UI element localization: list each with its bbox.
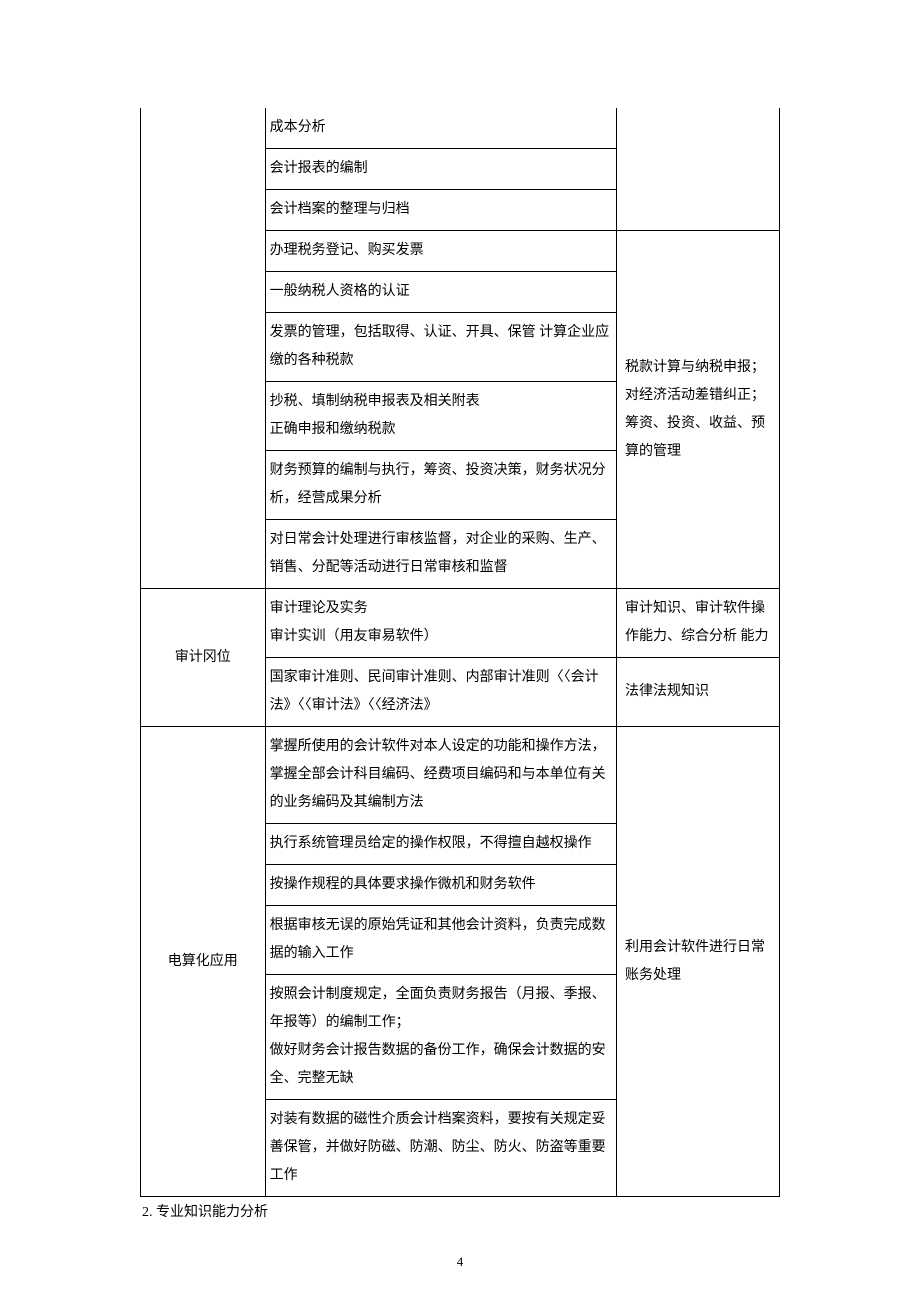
footer-heading: 2. 专业知识能力分析: [140, 1203, 780, 1223]
cell-col2: 对日常会计处理进行审核监督，对企业的采购、生产、销售、分配等活动进行日常审核和监…: [265, 520, 616, 589]
content-table: 成本分析 会计报表的编制 会计档案的整理与归档 办理税务登记、购买发票 税款计算…: [140, 108, 780, 1197]
cell-col2: 审计理论及实务 审计实训（用友审易软件）: [265, 589, 616, 658]
cell-col2: 财务预算的编制与执行，筹资、投资决策，财务状况分析，经营成果分析: [265, 451, 616, 520]
cell-col1: 电算化应用: [141, 727, 266, 1197]
cell-col2: 执行系统管理员给定的操作权限，不得擅自越权操作: [265, 824, 616, 865]
cell-col2: 会计报表的编制: [265, 149, 616, 190]
cell-col2: 国家审计准则、民间审计准则、内部审计准则〈〈会计法》〈〈审计法》〈〈经济法》: [265, 658, 616, 727]
cell-col3-empty: [617, 108, 780, 231]
cell-col2: 一般纳税人资格的认证: [265, 272, 616, 313]
cell-col1: 审计冈位: [141, 589, 266, 727]
cell-col3: 税款计算与纳税申报；对经济活动差错纠正；筹资、投资、收益、预算的管理: [617, 231, 780, 589]
cell-col2: 办理税务登记、购买发票: [265, 231, 616, 272]
cell-col2: 按照会计制度规定，全面负责财务报告（月报、季报、年报等）的编制工作； 做好财务会…: [265, 975, 616, 1100]
page-number: 4: [140, 1253, 780, 1271]
cell-col3: 利用会计软件进行日常账务处理: [617, 727, 780, 1197]
cell-col2: 按操作规程的具体要求操作微机和财务软件: [265, 865, 616, 906]
cell-col2: 抄税、填制纳税申报表及相关附表 正确申报和缴纳税款: [265, 382, 616, 451]
cell-col2: 对装有数据的磁性介质会计档案资料，要按有关规定妥善保管，并做好防磁、防潮、防尘、…: [265, 1100, 616, 1197]
cell-col3: 法律法规知识: [617, 658, 780, 727]
cell-col3: 审计知识、审计软件操作能力、综合分析 能力: [617, 589, 780, 658]
cell-col2: 成本分析: [265, 108, 616, 149]
cell-col1-empty: [141, 108, 266, 589]
table-row: 审计冈位 审计理论及实务 审计实训（用友审易软件） 审计知识、审计软件操作能力、…: [141, 589, 780, 658]
cell-col2: 根据审核无误的原始凭证和其他会计资料，负责完成数据的输入工作: [265, 906, 616, 975]
cell-col2: 发票的管理，包括取得、认证、开具、保管 计算企业应缴的各种税款: [265, 313, 616, 382]
table-row: 电算化应用 掌握所使用的会计软件对本人设定的功能和操作方法，掌握全部会计科目编码…: [141, 727, 780, 824]
cell-col2: 掌握所使用的会计软件对本人设定的功能和操作方法，掌握全部会计科目编码、经费项目编…: [265, 727, 616, 824]
cell-col2: 会计档案的整理与归档: [265, 190, 616, 231]
table-row: 成本分析: [141, 108, 780, 149]
